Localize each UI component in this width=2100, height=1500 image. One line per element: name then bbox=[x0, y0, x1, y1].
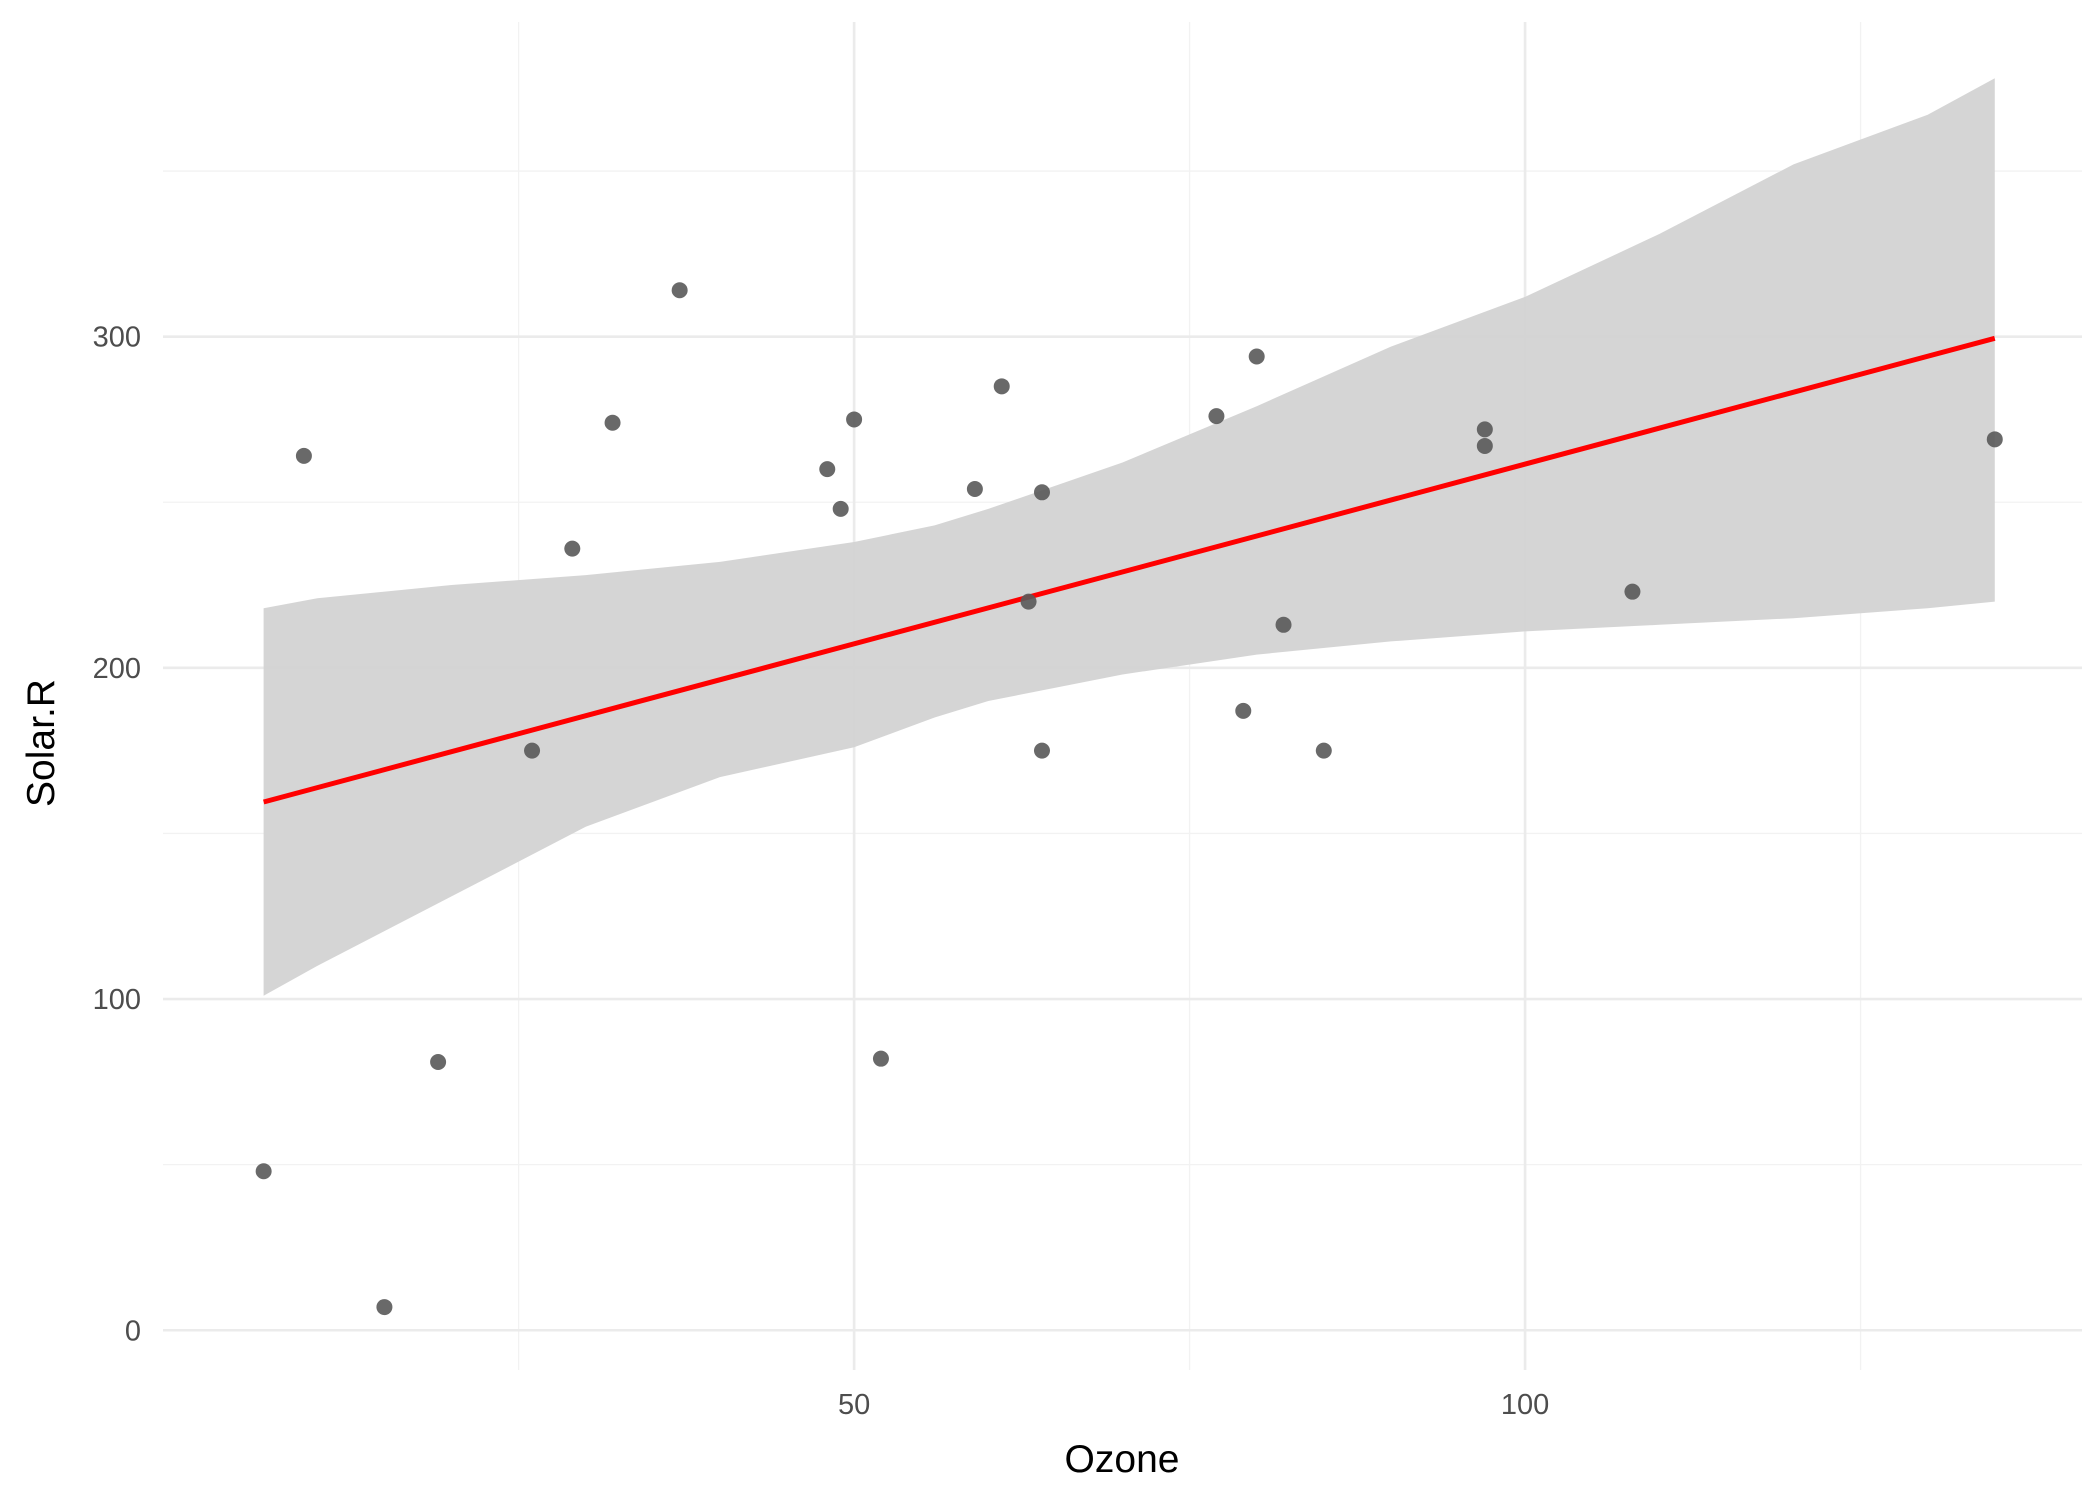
y-axis-title: Solar.R bbox=[20, 679, 63, 807]
data-point bbox=[430, 1053, 447, 1070]
data-point bbox=[1033, 484, 1050, 501]
data-point bbox=[564, 540, 581, 557]
data-point bbox=[872, 1050, 889, 1067]
data-point bbox=[1020, 593, 1037, 610]
fit-line-layer bbox=[263, 335, 1996, 805]
y-tick-label: 0 bbox=[125, 1315, 141, 1347]
data-point bbox=[1476, 421, 1493, 438]
data-point bbox=[966, 480, 983, 497]
y-tick-label: 200 bbox=[93, 653, 141, 685]
data-point bbox=[846, 411, 863, 428]
data-point bbox=[819, 461, 836, 478]
y-tick-label: 300 bbox=[93, 322, 141, 354]
data-point bbox=[376, 1299, 393, 1316]
x-tick-label: 50 bbox=[838, 1389, 870, 1421]
data-point bbox=[832, 500, 849, 517]
y-tick-label: 100 bbox=[93, 984, 141, 1016]
data-point bbox=[1986, 431, 2003, 448]
data-point bbox=[604, 414, 621, 431]
data-point bbox=[1033, 742, 1050, 759]
data-point bbox=[1208, 408, 1225, 425]
data-point bbox=[255, 1163, 272, 1180]
data-point bbox=[671, 282, 688, 299]
data-point bbox=[1275, 616, 1292, 633]
x-tick-label: 100 bbox=[1501, 1389, 1549, 1421]
data-point bbox=[295, 447, 312, 464]
data-point bbox=[1315, 742, 1332, 759]
data-points bbox=[255, 282, 2003, 1316]
x-axis-title: Ozone bbox=[1065, 1438, 1180, 1481]
data-point bbox=[993, 378, 1010, 395]
tick-labels: 0 100 200 300 50 100 bbox=[93, 322, 1550, 1421]
regression-line bbox=[263, 335, 1996, 805]
data-point bbox=[1248, 348, 1265, 365]
data-point bbox=[524, 742, 541, 759]
data-point bbox=[1624, 583, 1641, 600]
confidence-band-layer bbox=[263, 78, 1995, 996]
confidence-band bbox=[263, 78, 1995, 996]
data-point bbox=[1235, 702, 1252, 719]
data-point bbox=[1476, 437, 1493, 454]
